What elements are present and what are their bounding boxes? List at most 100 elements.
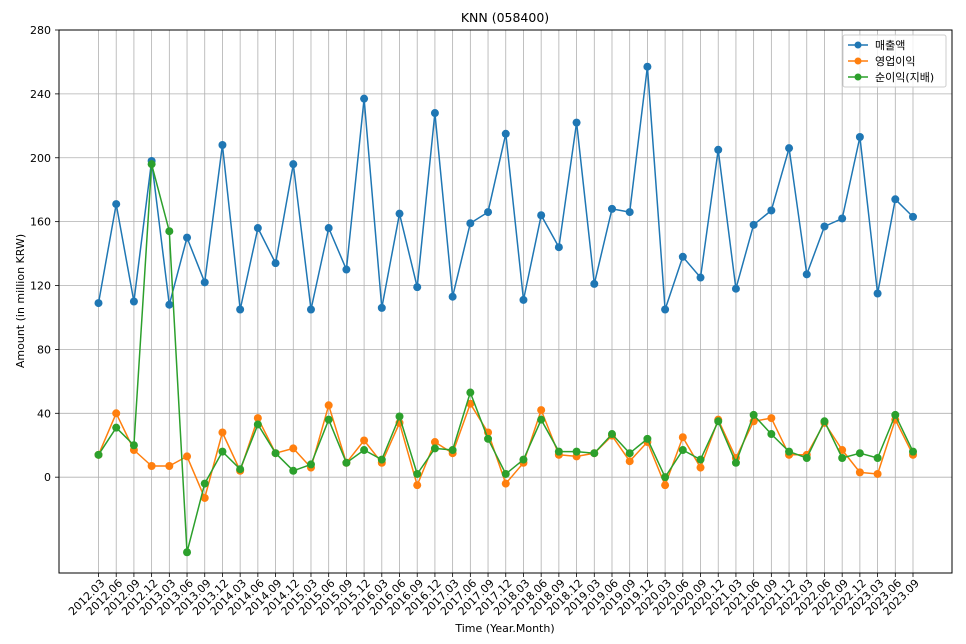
data-point <box>785 447 794 456</box>
data-point <box>838 454 847 463</box>
data-point <box>554 447 563 456</box>
data-point <box>678 252 687 261</box>
data-point <box>678 433 687 442</box>
y-tick-label: 160 <box>30 216 51 229</box>
data-point <box>430 109 439 118</box>
data-point <box>785 144 794 153</box>
legend-entry-net-income: 순이익(지배) <box>848 71 934 84</box>
data-point <box>466 219 475 228</box>
data-point <box>466 388 475 397</box>
data-point <box>696 455 705 464</box>
data-point <box>448 446 457 455</box>
data-point <box>661 305 670 314</box>
data-point <box>253 414 262 423</box>
y-tick-label: 120 <box>30 280 51 293</box>
data-point <box>112 423 121 432</box>
data-point <box>855 449 864 458</box>
data-point <box>749 220 758 229</box>
data-point <box>395 209 404 218</box>
data-point <box>607 430 616 439</box>
data-point <box>218 428 227 437</box>
data-point <box>873 454 882 463</box>
data-point <box>271 449 280 458</box>
data-point <box>413 469 422 478</box>
data-point <box>430 438 439 447</box>
data-point <box>855 133 864 142</box>
data-point <box>413 283 422 292</box>
legend-entry-operating-profit: 영업이익 <box>848 55 915 68</box>
data-point <box>112 200 121 209</box>
data-point <box>749 410 758 419</box>
chart-title: KNN (058400) <box>461 10 549 25</box>
data-point <box>306 305 315 314</box>
data-point <box>661 473 670 482</box>
data-point <box>324 224 333 233</box>
data-point <box>484 208 493 217</box>
data-point <box>537 415 546 424</box>
data-point <box>112 409 121 418</box>
data-point <box>625 208 634 217</box>
y-tick-label: 280 <box>30 24 51 37</box>
data-point <box>820 417 829 426</box>
data-point <box>342 458 351 467</box>
data-point <box>324 415 333 424</box>
legend-box <box>842 34 947 88</box>
data-point <box>271 259 280 268</box>
data-point <box>519 295 528 304</box>
data-point <box>94 450 103 459</box>
data-point <box>501 469 510 478</box>
data-point <box>253 420 262 429</box>
data-point <box>413 481 422 490</box>
data-point <box>554 243 563 252</box>
legend-label-operating-profit: 영업이익 <box>875 55 915 68</box>
data-point <box>466 399 475 408</box>
data-point <box>696 463 705 472</box>
data-point <box>572 447 581 456</box>
data-point <box>838 446 847 455</box>
data-point <box>891 410 900 419</box>
y-tick-label: 40 <box>37 407 51 420</box>
data-point <box>537 406 546 415</box>
data-point <box>501 129 510 138</box>
data-point <box>236 305 245 314</box>
data-point <box>802 454 811 463</box>
data-point <box>377 303 386 312</box>
data-point <box>696 273 705 282</box>
data-point <box>643 62 652 71</box>
data-point <box>643 434 652 443</box>
data-point <box>289 444 298 453</box>
data-point <box>165 300 174 309</box>
y-axis-ticks: 0 40 80 120 160 200 240 280 <box>30 24 59 484</box>
y-tick-label: 0 <box>44 471 51 484</box>
data-point <box>360 446 369 455</box>
data-point <box>218 447 227 456</box>
legend-label-sales: 매출액 <box>875 39 905 52</box>
legend: 매출액 영업이익 순이익(지배) <box>842 34 947 88</box>
data-point <box>590 279 599 288</box>
data-point <box>714 145 723 154</box>
data-point <box>767 430 776 439</box>
data-point <box>678 446 687 455</box>
data-point <box>838 214 847 223</box>
y-tick-label: 240 <box>30 88 51 101</box>
data-point <box>183 452 192 461</box>
x-axis-title: Time (Year.Month) <box>454 622 554 635</box>
data-point <box>253 224 262 233</box>
data-point <box>731 458 740 467</box>
data-point <box>165 227 174 236</box>
data-point <box>289 160 298 169</box>
data-point <box>430 444 439 453</box>
data-point <box>395 412 404 421</box>
data-point <box>183 233 192 242</box>
data-point <box>324 401 333 410</box>
data-point <box>661 481 670 490</box>
data-point <box>129 441 138 450</box>
y-tick-label: 80 <box>37 343 51 356</box>
data-point <box>200 479 209 488</box>
data-point <box>625 457 634 466</box>
data-point <box>360 436 369 445</box>
data-point <box>218 140 227 149</box>
data-point <box>200 278 209 287</box>
data-point <box>448 292 457 301</box>
